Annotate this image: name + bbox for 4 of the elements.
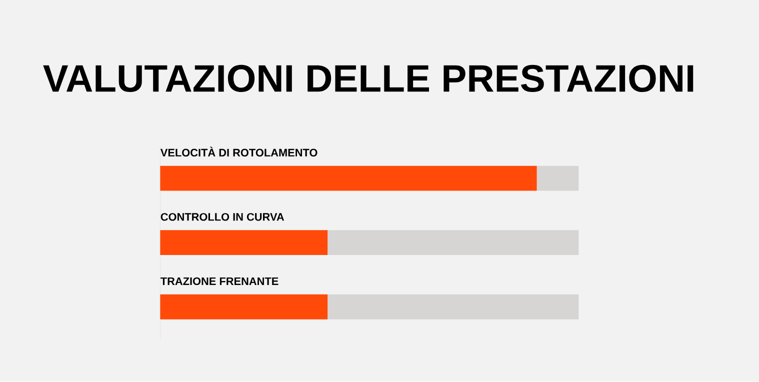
y-tick-label: VELOCITÀ DI ROTOLAMENTO: [160, 146, 318, 157]
y-tick-label: CONTROLLO IN CURVA: [160, 213, 284, 221]
chart-title: VALUTAZIONI DELLE PRESTAZIONI: [43, 65, 694, 92]
y-tick-label: TRAZIONE FRENANTE: [160, 278, 278, 286]
